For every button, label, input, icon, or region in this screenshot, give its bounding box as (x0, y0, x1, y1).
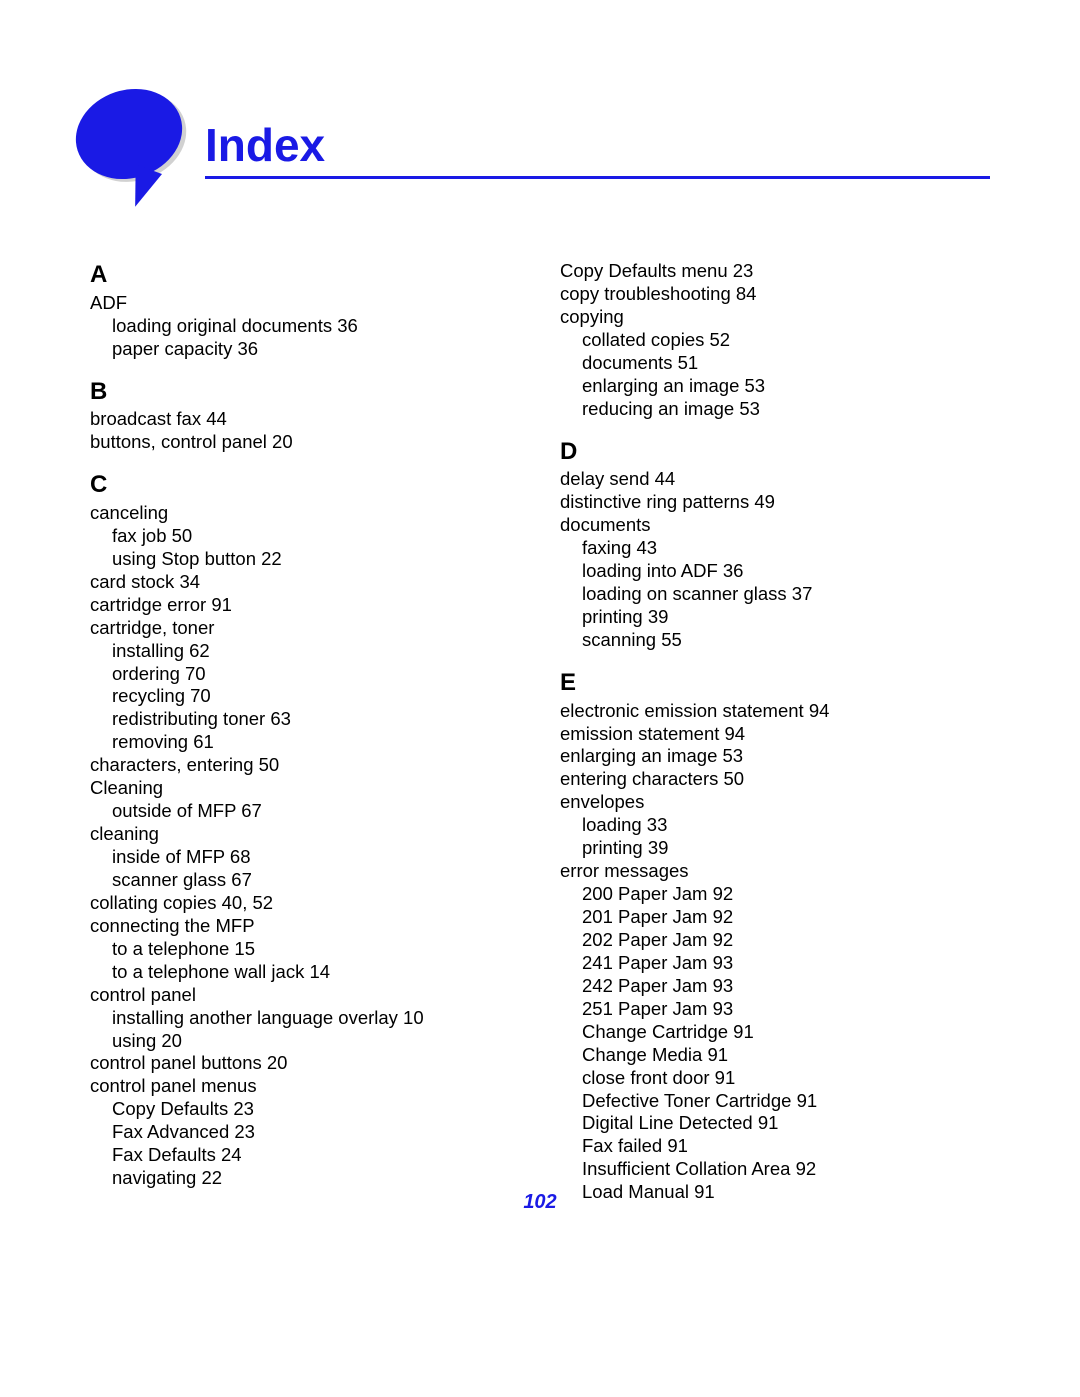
page-number: 102 (0, 1191, 1080, 1214)
index-subentry: 202 Paper Jam 92 (560, 929, 990, 952)
index-entry: Cleaning (90, 777, 520, 800)
index-subentry: scanner glass 67 (90, 869, 520, 892)
index-subentry: navigating 22 (90, 1167, 520, 1190)
index-subentry: ordering 70 (90, 663, 520, 686)
index-entry: copying (560, 306, 990, 329)
index-section-letter: C (90, 470, 520, 500)
index-subentry: using 20 (90, 1030, 520, 1053)
index-entry: electronic emission statement 94 (560, 700, 990, 723)
page-header: Index (90, 100, 990, 230)
index-entry: enlarging an image 53 (560, 745, 990, 768)
index-subentry: printing 39 (560, 837, 990, 860)
header-bullet-icon (64, 75, 194, 192)
index-subentry: 242 Paper Jam 93 (560, 975, 990, 998)
index-subentry: reducing an image 53 (560, 398, 990, 421)
index-subentry: inside of MFP 68 (90, 846, 520, 869)
index-subentry: faxing 43 (560, 537, 990, 560)
page-title: Index (205, 118, 325, 172)
index-entry: cartridge error 91 (90, 594, 520, 617)
index-subentry: 201 Paper Jam 92 (560, 906, 990, 929)
index-entry: copy troubleshooting 84 (560, 283, 990, 306)
index-subentry: close front door 91 (560, 1067, 990, 1090)
index-subentry: Fax failed 91 (560, 1135, 990, 1158)
index-subentry: 241 Paper Jam 93 (560, 952, 990, 975)
index-right-column: Copy Defaults menu 23copy troubleshootin… (560, 260, 990, 1204)
index-subentry: Change Media 91 (560, 1044, 990, 1067)
index-entry: ADF (90, 292, 520, 315)
index-entry: Copy Defaults menu 23 (560, 260, 990, 283)
index-section-letter: B (90, 377, 520, 407)
index-subentry: Fax Defaults 24 (90, 1144, 520, 1167)
index-left-column: AADFloading original documents 36paper c… (90, 260, 520, 1204)
index-subentry: paper capacity 36 (90, 338, 520, 361)
index-subentry: loading original documents 36 (90, 315, 520, 338)
index-entry: characters, entering 50 (90, 754, 520, 777)
index-subentry: installing another language overlay 10 (90, 1007, 520, 1030)
index-entry: broadcast fax 44 (90, 408, 520, 431)
index-subentry: documents 51 (560, 352, 990, 375)
index-subentry: removing 61 (90, 731, 520, 754)
index-subentry: fax job 50 (90, 525, 520, 548)
index-entry: envelopes (560, 791, 990, 814)
index-columns: AADFloading original documents 36paper c… (90, 260, 990, 1204)
index-subentry: scanning 55 (560, 629, 990, 652)
index-entry: control panel menus (90, 1075, 520, 1098)
index-subentry: recycling 70 (90, 685, 520, 708)
index-subentry: loading into ADF 36 (560, 560, 990, 583)
index-subentry: installing 62 (90, 640, 520, 663)
index-section-letter: D (560, 437, 990, 467)
index-subentry: loading on scanner glass 37 (560, 583, 990, 606)
index-entry: buttons, control panel 20 (90, 431, 520, 454)
index-subentry: to a telephone wall jack 14 (90, 961, 520, 984)
index-entry: cleaning (90, 823, 520, 846)
index-entry: canceling (90, 502, 520, 525)
index-entry: connecting the MFP (90, 915, 520, 938)
index-section-letter: A (90, 260, 520, 290)
index-subentry: Change Cartridge 91 (560, 1021, 990, 1044)
index-subentry: 200 Paper Jam 92 (560, 883, 990, 906)
index-entry: collating copies 40, 52 (90, 892, 520, 915)
index-subentry: Insufficient Collation Area 92 (560, 1158, 990, 1181)
index-subentry: using Stop button 22 (90, 548, 520, 571)
index-section-letter: E (560, 668, 990, 698)
index-entry: card stock 34 (90, 571, 520, 594)
index-entry: control panel buttons 20 (90, 1052, 520, 1075)
index-subentry: collated copies 52 (560, 329, 990, 352)
index-entry: distinctive ring patterns 49 (560, 491, 990, 514)
index-entry: documents (560, 514, 990, 537)
index-entry: cartridge, toner (90, 617, 520, 640)
index-subentry: enlarging an image 53 (560, 375, 990, 398)
index-subentry: printing 39 (560, 606, 990, 629)
index-subentry: Fax Advanced 23 (90, 1121, 520, 1144)
index-subentry: to a telephone 15 (90, 938, 520, 961)
index-subentry: Copy Defaults 23 (90, 1098, 520, 1121)
index-entry: emission statement 94 (560, 723, 990, 746)
index-subentry: Defective Toner Cartridge 91 (560, 1090, 990, 1113)
index-subentry: 251 Paper Jam 93 (560, 998, 990, 1021)
index-entry: error messages (560, 860, 990, 883)
index-entry: control panel (90, 984, 520, 1007)
index-subentry: loading 33 (560, 814, 990, 837)
index-subentry: redistributing toner 63 (90, 708, 520, 731)
index-page: Index AADFloading original documents 36p… (0, 0, 1080, 1244)
index-entry: delay send 44 (560, 468, 990, 491)
index-subentry: Digital Line Detected 91 (560, 1112, 990, 1135)
index-entry: entering characters 50 (560, 768, 990, 791)
header-rule (205, 176, 990, 179)
index-subentry: outside of MFP 67 (90, 800, 520, 823)
